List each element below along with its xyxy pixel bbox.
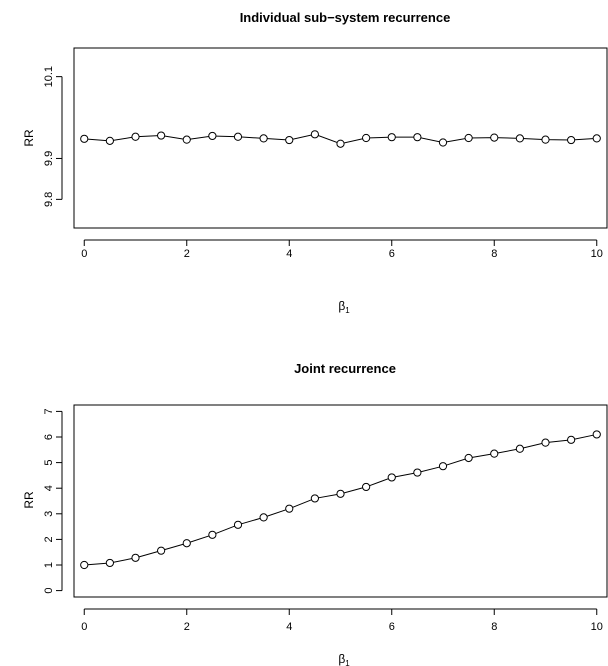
data-point	[336, 489, 345, 498]
chart-title: Individual sub−system recurrence	[240, 10, 451, 25]
x-tick-label: 8	[491, 621, 497, 633]
data-point	[438, 138, 448, 147]
data-point	[362, 133, 371, 143]
data-point	[413, 133, 422, 142]
data-point	[515, 444, 524, 453]
data-point	[541, 438, 550, 447]
data-point	[438, 462, 448, 471]
data-point	[592, 430, 601, 439]
data-point	[567, 135, 576, 145]
plot-frame	[73, 404, 608, 598]
data-point	[208, 131, 217, 141]
y-tick-label: 0	[43, 588, 55, 594]
panel-individual-recurrence: Individual sub−system recurrence 0 2 4 6 8 10…	[22, 10, 608, 315]
x-tick-label: 2	[184, 248, 190, 260]
data-point	[490, 133, 499, 142]
data-point	[362, 482, 371, 492]
y-axis: 0 1 2 3 4 5 6 7	[43, 408, 63, 594]
data-point	[157, 546, 166, 555]
y-tick-label: 10.1	[43, 66, 55, 87]
y-tick-label: 4	[43, 485, 55, 491]
x-tick-label: 10	[591, 621, 603, 633]
data-point	[80, 560, 89, 570]
data-point	[182, 539, 191, 548]
data-point	[464, 453, 473, 463]
y-axis: 9.8 9.9 10.1	[43, 66, 63, 207]
y-tick-label: 9.8	[43, 192, 55, 207]
data-point	[105, 558, 114, 568]
data-point	[233, 132, 243, 141]
series-path	[84, 433, 597, 566]
data-point	[336, 139, 345, 148]
y-tick-label: 2	[43, 536, 55, 542]
data-point	[259, 513, 268, 522]
data-point	[310, 130, 319, 139]
data-point	[515, 134, 524, 143]
series-line	[80, 430, 601, 570]
data-point	[285, 135, 294, 145]
plot-frame	[73, 47, 608, 229]
data-point	[285, 504, 294, 513]
x-tick-label: 4	[286, 621, 292, 633]
x-axis: 0 2 4 6 8 10	[81, 239, 603, 260]
data-point	[541, 135, 550, 144]
x-tick-label: 2	[184, 621, 190, 633]
data-point	[490, 449, 499, 458]
x-tick-label: 0	[81, 621, 87, 633]
y-tick-label: 3	[43, 511, 55, 517]
y-tick-label: 5	[43, 460, 55, 466]
data-point	[131, 553, 140, 562]
y-axis-label: RR	[22, 129, 36, 147]
y-axis-label: RR	[22, 491, 36, 509]
data-point	[131, 132, 140, 141]
data-point	[157, 131, 166, 140]
data-point	[387, 473, 396, 482]
x-tick-label: 4	[286, 248, 292, 260]
data-point	[233, 520, 243, 529]
series-line	[80, 130, 601, 148]
data-point	[413, 468, 422, 477]
x-axis-label: β1	[338, 652, 350, 666]
x-tick-label: 6	[389, 621, 395, 633]
x-tick-label: 8	[491, 248, 497, 260]
data-point	[567, 435, 576, 444]
x-tick-label: 0	[81, 248, 87, 260]
data-point	[464, 133, 473, 143]
data-point	[592, 134, 601, 143]
panel-joint-recurrence: Joint recurrence 0 2 4 6 8 10 0 1 2 3 4 5 6 7 β1 RR	[22, 361, 608, 666]
data-point	[182, 135, 191, 144]
data-point	[208, 530, 217, 539]
data-point	[310, 494, 319, 503]
y-tick-label: 9.9	[43, 151, 55, 166]
data-point	[259, 134, 268, 143]
chart-title: Joint recurrence	[294, 361, 396, 376]
y-tick-label: 7	[43, 408, 55, 414]
x-axis-label: β1	[338, 299, 350, 315]
x-axis: 0 2 4 6 8 10	[81, 608, 603, 633]
y-tick-label: 6	[43, 434, 55, 440]
data-point	[105, 136, 114, 145]
x-tick-label: 10	[591, 248, 603, 260]
x-tick-label: 6	[389, 248, 395, 260]
data-point	[80, 134, 89, 143]
y-tick-label: 1	[43, 562, 55, 568]
data-point	[387, 133, 396, 142]
